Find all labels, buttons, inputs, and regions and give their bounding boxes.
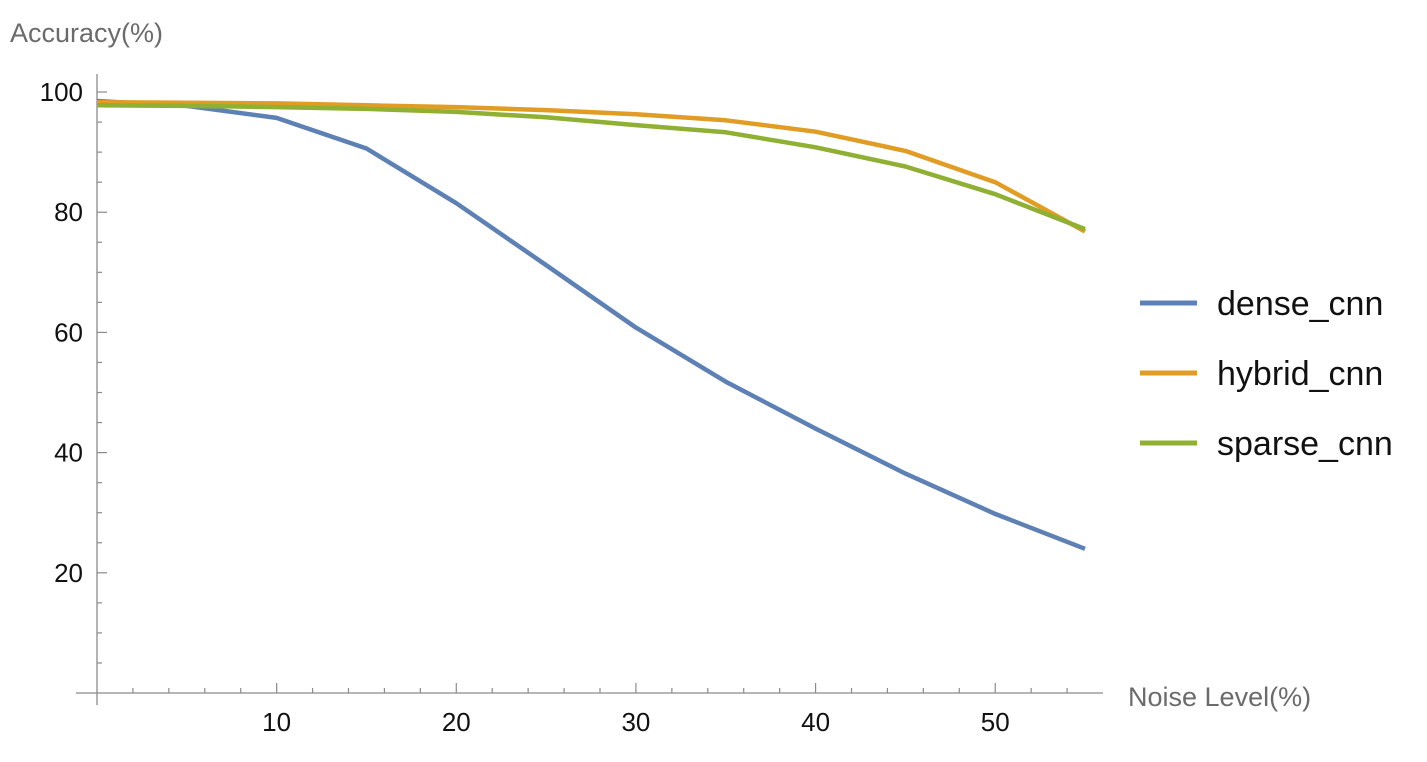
x-tick-label: 10	[262, 707, 291, 737]
y-tick-label: 20	[54, 558, 83, 588]
series-line-sparse-cnn	[96, 103, 1086, 232]
series-lines	[96, 98, 1087, 551]
y-axis-title: Accuracy(%)	[10, 18, 163, 48]
legend-item-dense-cnn: dense_cnn	[1140, 285, 1383, 323]
x-tick-label: 40	[801, 707, 830, 737]
axes	[76, 74, 1103, 705]
legend-label: hybrid_cnn	[1217, 355, 1383, 393]
legend-label: sparse_cnn	[1217, 425, 1393, 463]
series-line-dense-cnn	[96, 98, 1086, 551]
y-tick-label: 60	[54, 317, 83, 347]
y-tick-label: 40	[54, 438, 83, 468]
legend-item-sparse-cnn: sparse_cnn	[1140, 425, 1393, 463]
tick-labels: 10 20 30 40 50 20 40 60 80 100	[40, 77, 1010, 737]
legend-label: dense_cnn	[1217, 285, 1383, 323]
y-tick-label: 80	[54, 197, 83, 227]
y-tick-label: 100	[40, 77, 83, 107]
x-tick-label: 30	[621, 707, 650, 737]
x-tick-label: 20	[442, 707, 471, 737]
legend: dense_cnn hybrid_cnn sparse_cnn	[1140, 285, 1393, 463]
series-line-hybrid-cnn	[96, 99, 1087, 234]
tick-marks	[97, 91, 1068, 693]
legend-item-hybrid-cnn: hybrid_cnn	[1140, 355, 1383, 393]
x-tick-label: 50	[981, 707, 1010, 737]
x-axis-title: Noise Level(%)	[1128, 682, 1311, 712]
